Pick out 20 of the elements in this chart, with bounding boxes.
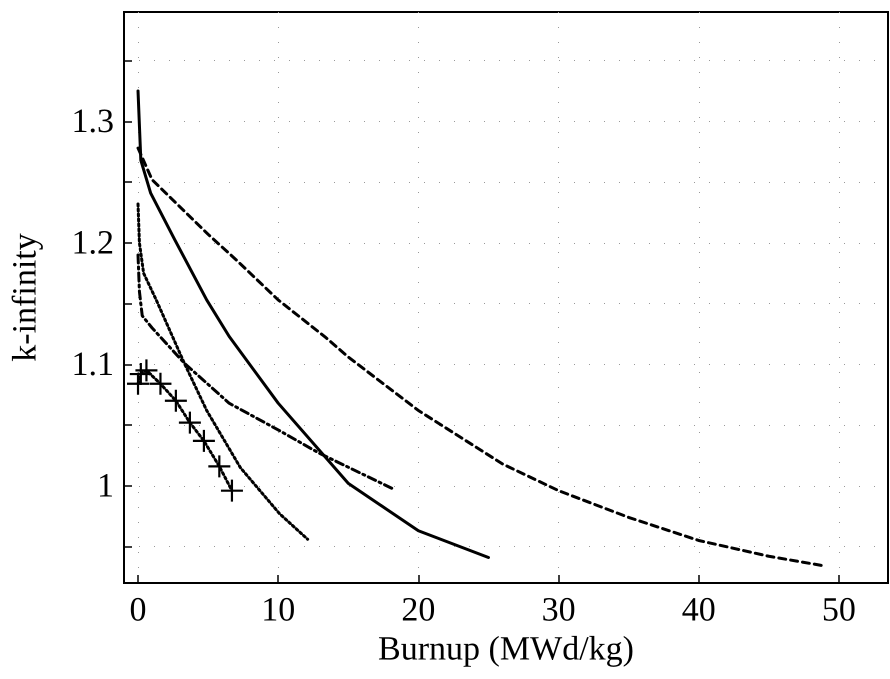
x-tick-label: 40	[682, 592, 716, 628]
point	[149, 372, 172, 395]
y-tick-label: 1	[97, 467, 114, 504]
x-tick-label: 0	[130, 592, 147, 628]
y-tick-label: 1.2	[72, 224, 114, 262]
point	[130, 363, 152, 386]
point	[192, 430, 215, 452]
point	[135, 359, 158, 382]
point	[220, 480, 243, 502]
x-tick-label: 10	[261, 592, 296, 628]
point	[164, 390, 187, 412]
x-tick-label: 30	[542, 592, 576, 628]
y-tick-label: 1.3	[72, 102, 114, 140]
point	[208, 455, 230, 478]
y-axis-title: k-infinity	[6, 233, 44, 362]
x-tick-label: 50	[822, 592, 856, 628]
x-axis-title: Burnup (MWd/kg)	[378, 630, 634, 668]
x-tick-label: 20	[401, 592, 436, 628]
point	[178, 412, 201, 434]
y-tick-label: 1.1	[72, 346, 114, 383]
